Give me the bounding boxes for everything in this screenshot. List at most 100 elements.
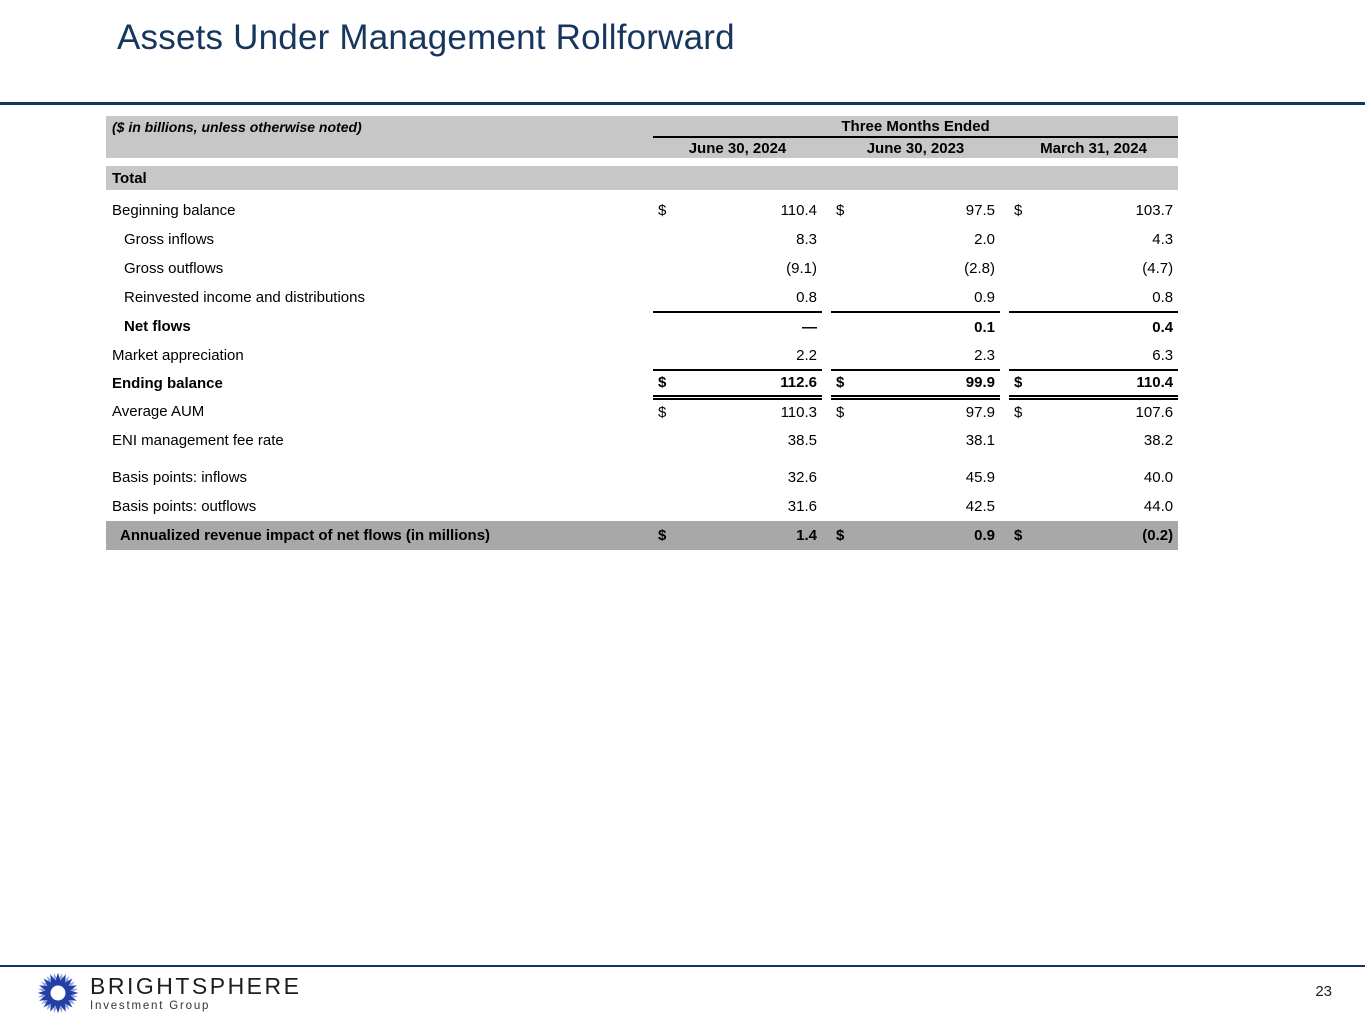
- dollar-sign: $: [831, 521, 855, 550]
- dollar-sign: $: [1009, 370, 1033, 400]
- row-basis-points-inflows: Basis points: inflows 32.6 45.9 40.0: [106, 463, 1178, 492]
- dollar-sign: $: [653, 521, 677, 550]
- gap-cell: [822, 137, 831, 158]
- page-number: 23: [1315, 983, 1332, 1000]
- table-note: ($ in billions, unless otherwise noted): [106, 116, 653, 137]
- cell-value: (2.8): [964, 260, 995, 277]
- cell-value: 45.9: [965, 469, 995, 486]
- gap-cell: [822, 283, 831, 312]
- row-market-appreciation: Market appreciation 2.2 2.3 6.3: [106, 341, 1179, 371]
- gap-cell: [1000, 283, 1009, 312]
- row-annualized-revenue-impact: Annualized revenue impact of net flows (…: [106, 521, 1179, 550]
- row-label: Net flows: [124, 318, 191, 335]
- cell-value: 0.9: [855, 521, 1000, 550]
- gap-cell: [1000, 137, 1009, 158]
- row-reinvested-income: Reinvested income and distributions 0.8 …: [106, 283, 1179, 313]
- dollar-sign: $: [831, 370, 855, 400]
- row-gross-outflows: Gross outflows (9.1) (2.8) (4.7): [106, 254, 1178, 283]
- cell-value: 0.1: [974, 318, 995, 336]
- row-label: Market appreciation: [112, 347, 244, 364]
- row-net-flows: Net flows — 0.1 0.4: [106, 312, 1178, 341]
- column-header-mar-31-2024: March 31, 2024: [1009, 137, 1179, 158]
- cell-value: 2.2: [677, 341, 822, 371]
- cell-value: 38.5: [787, 432, 817, 449]
- cell-value: (9.1): [786, 260, 817, 277]
- cell-value: 0.8: [677, 283, 822, 313]
- gap-cell: [1000, 341, 1009, 370]
- dollar-sign: $: [658, 202, 667, 219]
- page-title: Assets Under Management Rollforward: [117, 18, 735, 57]
- table-header-columns-row: June 30, 2024 June 30, 2023 March 31, 20…: [106, 137, 1179, 158]
- cell-value: 97.5: [965, 202, 995, 219]
- gap-cell: [1000, 196, 1009, 225]
- gap-cell: [1000, 426, 1009, 455]
- cell-value: 2.3: [855, 341, 1000, 371]
- row-label: Annualized revenue impact of net flows (…: [106, 521, 653, 550]
- aum-rollforward-table: ($ in billions, unless otherwise noted) …: [106, 116, 1179, 550]
- gap-cell: [822, 521, 831, 550]
- brand-block: BRIGHTSPHERE Investment Group: [90, 974, 301, 1011]
- cell-value: 99.9: [855, 370, 1000, 400]
- column-header-jun-30-2023: June 30, 2023: [831, 137, 1000, 158]
- footer-divider: [0, 965, 1365, 967]
- column-header-jun-30-2024: June 30, 2024: [653, 137, 822, 158]
- dollar-sign: $: [1009, 521, 1033, 550]
- dollar-sign: $: [836, 202, 845, 219]
- gap-cell: [1000, 225, 1009, 254]
- gap-cell: [1000, 492, 1009, 521]
- cell-value: 32.6: [787, 469, 817, 486]
- gap-cell: [822, 312, 831, 341]
- section-row-total: Total: [106, 166, 1179, 190]
- row-eni-management-fee-rate: ENI management fee rate 38.5 38.1 38.2: [106, 426, 1178, 455]
- cell-value: 40.0: [1143, 469, 1174, 486]
- row-beginning-balance: Beginning balance $ 110.4 $ 97.5 $ 103.7: [106, 196, 1178, 225]
- row-label: Average AUM: [112, 403, 205, 420]
- group-header: Three Months Ended: [653, 116, 1179, 138]
- cell-value: 38.1: [965, 432, 995, 449]
- gap-cell: [1000, 370, 1009, 397]
- cell-value: 0.9: [855, 283, 1000, 313]
- aum-table-container: ($ in billions, unless otherwise noted) …: [106, 116, 1179, 550]
- dollar-sign: $: [658, 404, 667, 422]
- cell-value: 110.3: [780, 404, 817, 422]
- cell-value: 0.8: [1033, 283, 1179, 313]
- cell-value: 8.3: [796, 231, 817, 248]
- cell-value: 31.6: [787, 498, 817, 515]
- cell-value: 110.4: [780, 202, 817, 219]
- gap-cell: [822, 397, 831, 426]
- gap-cell: [1000, 521, 1009, 550]
- gap-cell: [822, 196, 831, 225]
- cell-value: 97.9: [965, 404, 995, 422]
- section-label: Total: [106, 166, 1179, 190]
- row-gross-inflows: Gross inflows 8.3 2.0 4.3: [106, 225, 1178, 254]
- gap-cell: [1000, 254, 1009, 283]
- cell-value: (4.7): [1142, 260, 1174, 277]
- row-average-aum: Average AUM $ 110.3 $ 97.9 $ 107.6: [106, 397, 1178, 426]
- cell-value: 103.7: [1135, 202, 1174, 219]
- row-ending-balance: Ending balance $ 112.6 $ 99.9 $ 110.4: [106, 370, 1179, 400]
- gap-cell: [822, 341, 831, 370]
- cell-value: 42.5: [965, 498, 995, 515]
- gap-cell: [1000, 397, 1009, 426]
- row-label: Ending balance: [112, 375, 223, 392]
- gap-cell: [822, 463, 831, 492]
- cell-value: 38.2: [1143, 432, 1174, 449]
- brand-subtitle: Investment Group: [90, 999, 211, 1012]
- gap-cell: [1000, 463, 1009, 492]
- row-label: ENI management fee rate: [112, 432, 284, 449]
- row-label: Basis points: outflows: [112, 498, 257, 515]
- dollar-sign: $: [653, 370, 677, 400]
- brand-name: BRIGHTSPHERE: [90, 973, 302, 1000]
- gap-cell: [822, 254, 831, 283]
- spacer-row: [106, 158, 1178, 166]
- footer: BRIGHTSPHERE Investment Group: [36, 971, 301, 1015]
- row-label: Beginning balance: [112, 202, 236, 219]
- gap-cell: [822, 492, 831, 521]
- gap-cell: [822, 370, 831, 397]
- gap-cell: [822, 225, 831, 254]
- cell-value: 44.0: [1143, 498, 1174, 515]
- cell-value: 4.3: [1152, 231, 1174, 248]
- cell-value: 107.6: [1135, 404, 1174, 422]
- dollar-sign: $: [1014, 202, 1023, 219]
